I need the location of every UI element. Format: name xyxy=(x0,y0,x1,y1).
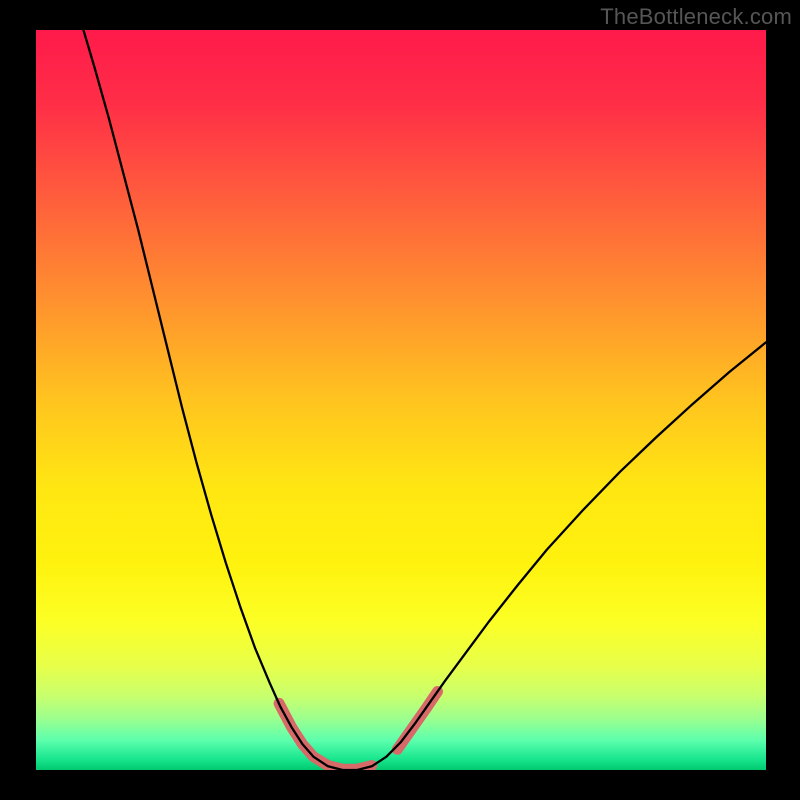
watermark-text: TheBottleneck.com xyxy=(600,4,792,30)
chart-container: TheBottleneck.com xyxy=(0,0,800,800)
bottleneck-chart xyxy=(0,0,800,800)
gradient-plot-area xyxy=(36,30,766,770)
